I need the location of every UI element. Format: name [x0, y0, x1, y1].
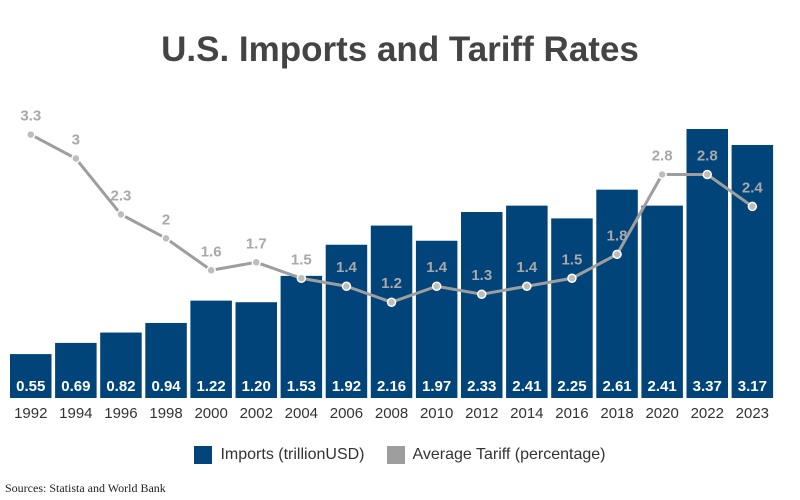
bar: [235, 302, 277, 398]
bar-value-label: 2.41: [512, 378, 541, 395]
tariff-value-label: 2.3: [111, 187, 132, 204]
source-note: Sources: Statista and World Bank: [5, 481, 166, 495]
legend-label-tariff: Average Tariff (percentage): [412, 446, 606, 463]
tariff-value-label: 2: [162, 211, 170, 228]
legend-label-imports: Imports (trillionUSD): [220, 446, 365, 463]
bar-value-label: 2.41: [648, 378, 677, 395]
bar: [731, 144, 774, 398]
tariff-value-label: 1.5: [291, 251, 312, 268]
tariff-point: [747, 201, 758, 212]
legend-item-imports[interactable]: Imports (trillionUSD): [194, 446, 365, 464]
bar-value-label: 0.69: [61, 378, 90, 395]
legend: Imports (trillionUSD) Average Tariff (pe…: [0, 446, 800, 464]
bar: [10, 354, 52, 398]
tariff-point: [522, 281, 532, 291]
x-tick-label: 2023: [736, 405, 769, 422]
x-tick-label: 2008: [375, 405, 408, 422]
x-tick-label: 2000: [194, 405, 227, 422]
bar: [461, 212, 503, 398]
x-tick-label: 2002: [240, 405, 273, 422]
tariff-value-label: 1.6: [201, 243, 222, 260]
bar-value-label: 2.61: [602, 378, 631, 395]
bar-value-label: 1.92: [332, 378, 361, 395]
tariff-value-label: 2.8: [652, 147, 673, 164]
tariff-point: [71, 153, 81, 164]
tariff-value-label: 3.3: [20, 108, 41, 125]
legend-swatch-imports: [194, 446, 213, 464]
bar-value-label: 1.22: [197, 378, 226, 395]
tariff-value-label: 1.4: [516, 259, 538, 276]
tariff-value-label: 1.3: [471, 267, 492, 284]
bar: [506, 205, 548, 398]
x-tick-label: 2016: [555, 405, 588, 422]
tariff-value-label: 1.2: [381, 275, 402, 292]
bar-value-label: 0.82: [106, 378, 135, 395]
x-tick-label: 2018: [600, 405, 633, 422]
tariff-value-label: 1.4: [336, 259, 358, 276]
tariff-point: [26, 129, 36, 140]
tariff-value-label: 1.4: [426, 259, 448, 276]
x-tick-label: 2020: [645, 405, 678, 422]
bar: [551, 218, 593, 398]
tariff-point: [341, 281, 352, 291]
x-tick-label: 1992: [14, 405, 47, 422]
tariff-point: [116, 209, 126, 220]
x-tick-label: 2006: [330, 405, 363, 422]
bar-value-label: 1.97: [422, 378, 451, 395]
bar: [370, 225, 413, 398]
tariff-value-label: 3: [72, 132, 80, 149]
x-tick-label: 1998: [149, 405, 182, 422]
x-tick-label: 2004: [285, 405, 318, 422]
x-tick-label: 1994: [59, 405, 92, 422]
bar: [190, 300, 232, 398]
x-tick-label: 2014: [510, 405, 543, 422]
bar: [596, 189, 638, 398]
tariff-point: [657, 169, 667, 180]
tariff-point: [206, 265, 216, 276]
x-tick-label: 1996: [104, 405, 137, 422]
x-tick-label: 2010: [420, 405, 453, 422]
bar: [145, 322, 187, 398]
bar: [641, 205, 683, 398]
bar: [325, 244, 368, 398]
x-tick-label: 2022: [691, 405, 724, 422]
bar-value-label: 0.94: [151, 378, 181, 395]
x-tick-label: 2012: [465, 405, 498, 422]
tariff-point: [702, 169, 712, 180]
bar-value-label: 3.37: [693, 378, 722, 395]
tariff-value-label: 2.8: [697, 147, 718, 164]
bar-value-label: 0.55: [16, 378, 45, 395]
bar: [280, 275, 323, 398]
bar-value-label: 2.25: [557, 378, 586, 395]
tariff-point: [612, 249, 622, 260]
bar-value-label: 2.33: [467, 378, 496, 395]
tariff-point: [161, 233, 171, 244]
tariff-point: [567, 273, 577, 284]
tariff-point: [431, 281, 442, 291]
bar: [100, 332, 142, 398]
bar: [415, 240, 458, 398]
bar: [686, 129, 728, 398]
bar-value-label: 2.16: [377, 378, 406, 395]
tariff-point: [251, 257, 261, 268]
legend-swatch-tariff: [386, 446, 405, 464]
tariff-value-label: 2.4: [742, 179, 764, 196]
tariff-value-label: 1.7: [246, 235, 267, 252]
tariff-point: [477, 289, 487, 299]
bar-value-label: 1.53: [287, 378, 316, 395]
bar-value-label: 3.17: [738, 378, 767, 395]
tariff-value-label: 1.8: [607, 227, 628, 244]
tariff-point: [296, 273, 307, 284]
legend-item-tariff[interactable]: Average Tariff (percentage): [386, 446, 606, 464]
tariff-value-label: 1.5: [562, 251, 583, 268]
bar-value-label: 1.20: [242, 378, 271, 395]
tariff-point: [386, 297, 397, 307]
chart-title: U.S. Imports and Tariff Rates: [161, 30, 639, 69]
bar: [55, 342, 97, 398]
